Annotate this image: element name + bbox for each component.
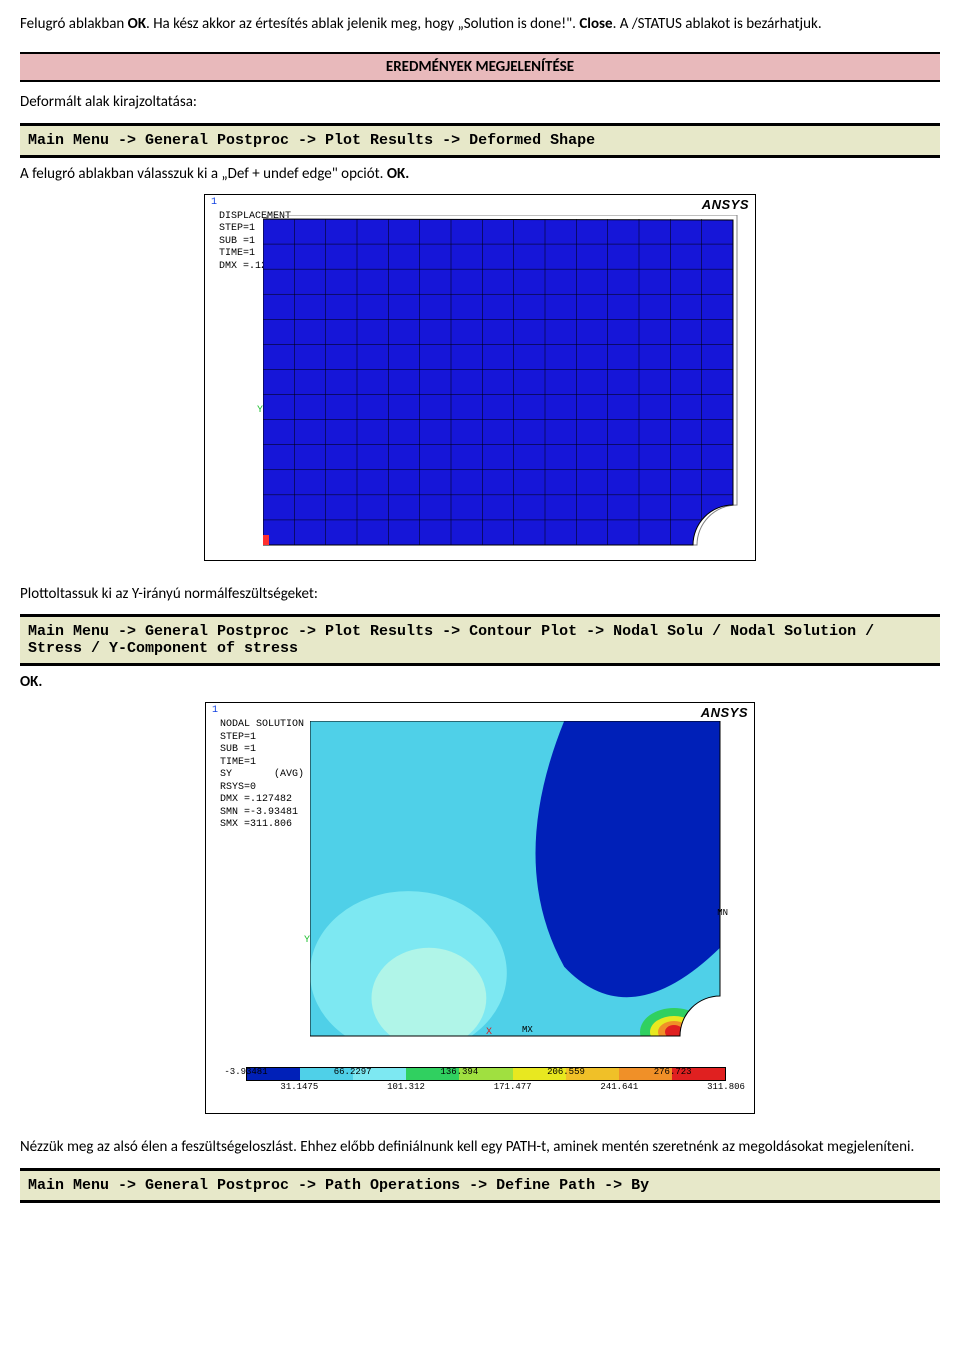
figure-displacement: 1 ANSYS DISPLACEMENT STEP=1 SUB =1 TIME=… (204, 194, 756, 561)
fig2-legend: -3.9348166.2297136.394206.559276.723 31.… (246, 1053, 726, 1107)
fig2-mx-label: MX (522, 1025, 533, 1035)
fig1-y-axis: Y (257, 405, 263, 416)
intro-close: Close (579, 15, 612, 33)
fig2-mn-label: MN (717, 908, 728, 918)
fig1-brand: ANSYS (702, 197, 749, 212)
fig2-x-axis: X (486, 1027, 492, 1038)
intro-text-b: . Ha kész akkor az értesítés ablak jelen… (146, 15, 579, 33)
intro-ok: OK (128, 15, 146, 33)
fig2-info: NODAL SOLUTION STEP=1 SUB =1 TIME=1 SY (… (220, 719, 304, 832)
path-command: Main Menu -> General Postproc -> Path Op… (20, 1168, 940, 1203)
stress-command: Main Menu -> General Postproc -> Plot Re… (20, 614, 940, 666)
fig1-mesh-svg (263, 215, 743, 555)
stress-intro: Plottoltassuk ki az Y-irányú normálfeszü… (20, 584, 940, 604)
deform-intro: Deformált alak kirajzoltatása: (20, 92, 940, 112)
deform-note: A felugró ablakban válasszuk ki a „Def +… (20, 164, 940, 184)
stress-ok: OK. (20, 672, 940, 692)
intro-text-c: . A /STATUS ablakot is bezárhatjuk. (613, 15, 822, 33)
intro-paragraph: Felugró ablakban OK. Ha kész akkor az ér… (20, 14, 940, 34)
fig2-y-axis: Y (304, 935, 310, 946)
deform-command: Main Menu -> General Postproc -> Plot Re… (20, 123, 940, 158)
path-paragraph: Nézzük meg az alsó élen a feszültségelos… (20, 1137, 940, 1157)
fig2-brand: ANSYS (701, 705, 748, 720)
fig2-contour-svg (310, 721, 730, 1051)
figure-stress-contour: 1 ANSYS NODAL SOLUTION STEP=1 SUB =1 TIM… (205, 702, 755, 1114)
section-header: EREDMÉNYEK MEGJELENÍTÉSE (20, 52, 940, 82)
fig1-corner: 1 (211, 197, 217, 208)
deform-note-ok: OK. (387, 165, 409, 183)
fig2-corner: 1 (212, 705, 218, 716)
intro-text-a: Felugró ablakban (20, 15, 128, 33)
deform-note-a: A felugró ablakban válasszuk ki a „Def +… (20, 165, 387, 183)
